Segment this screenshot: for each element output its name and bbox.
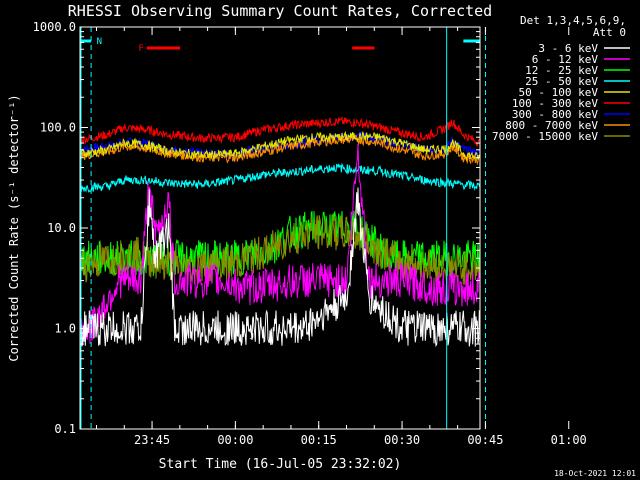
legend-entry-label: 6 - 12 keV	[532, 53, 599, 66]
legend-entry-label: 25 - 50 keV	[525, 75, 598, 88]
series-line-100-300-kev	[79, 115, 481, 147]
annotation-n: N	[97, 37, 102, 47]
y-tick-label: 0.1	[54, 422, 76, 436]
legend-entry-label: 7000 - 15000 keV	[492, 130, 598, 143]
x-tick-label: 00:45	[467, 433, 503, 447]
x-tick-label: 01:00	[551, 433, 587, 447]
series-line-3-6-kev	[79, 187, 481, 347]
y-tick-label: 10.0	[47, 221, 76, 235]
legend-header-line: Det 1,3,4,5,6,9,	[520, 14, 626, 27]
y-tick-label: 1.0	[54, 322, 76, 336]
x-tick-label: 23:45	[134, 433, 170, 447]
x-axis-label: Start Time (16-Jul-05 23:32:02)	[159, 457, 402, 472]
series-line-6-12-kev	[79, 143, 481, 344]
legend-entry-label: 50 - 100 keV	[519, 86, 599, 99]
x-tick-label: 00:30	[384, 433, 420, 447]
legend-entry-label: 100 - 300 keV	[512, 97, 598, 110]
legend-header-line: Att 0	[593, 26, 626, 39]
series-line-50-100-kev	[79, 130, 481, 161]
legend-entry-label: 300 - 800 keV	[512, 108, 598, 121]
series-line-800-7000-kev	[79, 134, 481, 166]
series-line-25-50-kev	[79, 162, 481, 194]
y-tick-label: 1000.0	[33, 20, 76, 34]
legend-entry-label: 800 - 7000 keV	[505, 119, 598, 132]
chart-title: RHESSI Observing Summary Count Rates, Co…	[68, 2, 492, 20]
x-tick-label: 00:15	[301, 433, 337, 447]
y-axis-label: Corrected Count Rate (s⁻¹ detector⁻¹)	[7, 94, 21, 361]
legend-entry-label: 3 - 6 keV	[538, 42, 598, 55]
annotation-f: F	[138, 44, 143, 54]
annotation-j: J	[249, 332, 254, 341]
axes: 0.1 1.0 10.0 100.0 1000.0 23:45 00:00 00:15 00:3…	[33, 20, 587, 447]
legend-entry-label: 12 - 25 keV	[525, 64, 598, 77]
y-tick-label: 100.0	[40, 121, 76, 135]
footer-date: 18-Oct-2021 12:01	[554, 469, 636, 478]
plot-area: N F J	[79, 27, 487, 429]
x-tick-label: 00:00	[217, 433, 253, 447]
